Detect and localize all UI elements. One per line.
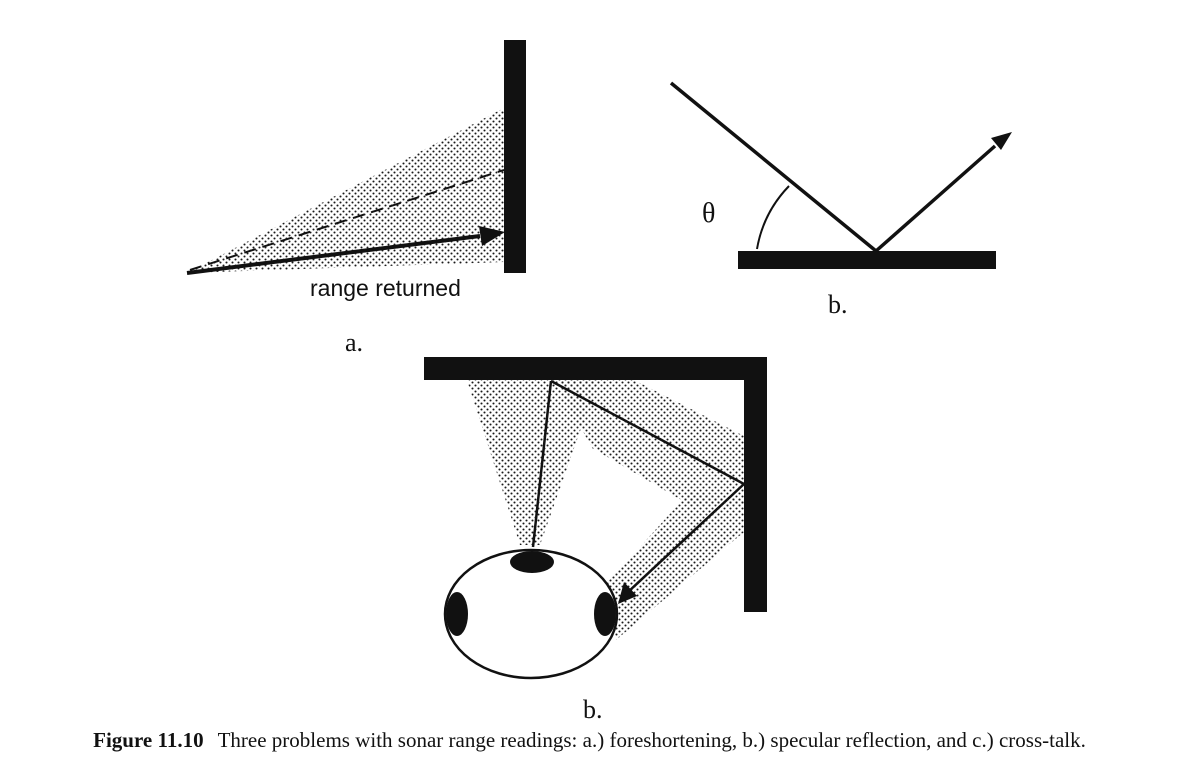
beam-to-corner (555, 380, 744, 505)
top-sensor-ray (531, 380, 553, 548)
panel-a-label: a. (345, 328, 363, 357)
angle-arc (756, 185, 790, 250)
sonar-sensor-top (510, 551, 554, 573)
crosstalk-ray-2 (627, 483, 745, 593)
figure-number: Figure 11.10 (93, 728, 204, 752)
panel-b-specular-reflection: θ b. (669, 81, 1012, 319)
side-wall (744, 357, 767, 612)
figure-caption-text: Three problems with sonar range readings… (217, 728, 1086, 752)
crosstalk-arrowhead (618, 582, 637, 604)
beam-top-sensor (467, 380, 598, 545)
incident-ray (669, 81, 878, 253)
wall-a (504, 40, 526, 273)
surface-b (738, 251, 996, 269)
sonar-cone-a (187, 108, 504, 273)
range-returned-arrowhead (479, 226, 505, 246)
beam-return-side (605, 492, 744, 640)
robot-body (443, 548, 619, 680)
range-returned-arrow (186, 234, 481, 275)
sonar-sensor-left (446, 592, 468, 636)
reflected-ray (874, 144, 997, 253)
panel-a-foreshortening: range returned a. (186, 40, 526, 357)
panel-b-label: b. (828, 290, 848, 319)
panel-c-cross-talk: b. (424, 357, 767, 724)
sonar-sensor-right (594, 592, 616, 636)
range-returned-label: range returned (310, 275, 461, 301)
figure-caption: Figure 11.10 Three problems with sonar ra… (0, 728, 1179, 753)
crosstalk-ray-1 (550, 379, 745, 486)
ceiling-wall (424, 357, 767, 380)
reflected-ray-arrowhead (991, 132, 1012, 150)
angle-theta-label: θ (702, 198, 715, 229)
panel-c-label: b. (583, 695, 603, 724)
cone-centerline-dashed (189, 169, 505, 271)
